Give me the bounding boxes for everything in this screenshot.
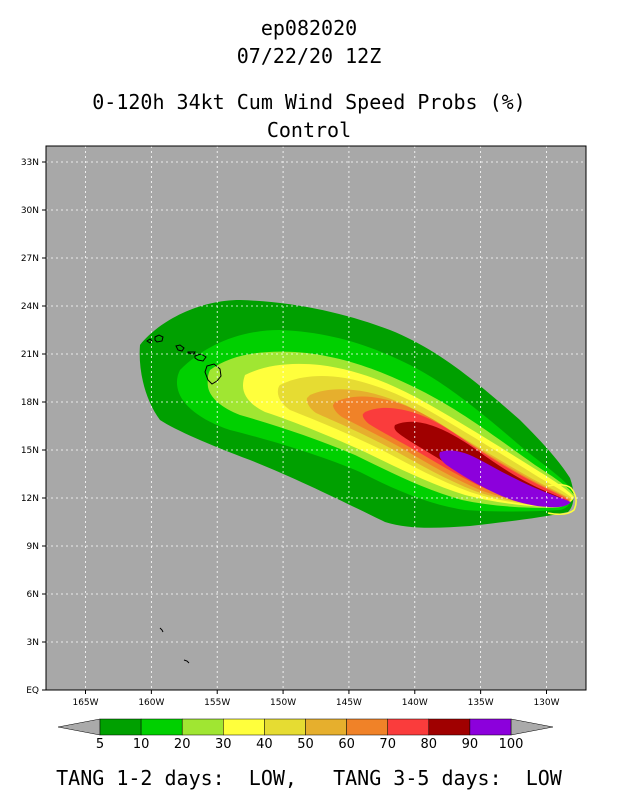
- contour-90-percent: [439, 450, 571, 508]
- colorbar-swatch: [469, 718, 512, 736]
- colorbar-swatch: [387, 718, 430, 736]
- tang-footer: TANG 1-2 days: LOW, TANG 3-5 days: LOW: [56, 766, 562, 790]
- lon-tick-label: 145W: [336, 698, 362, 708]
- map-frame: [45, 145, 587, 691]
- lat-tick-label: 21N: [21, 350, 39, 360]
- lat-tick-label: 9N: [27, 542, 39, 552]
- colorbar-swatch: [99, 718, 142, 736]
- colorbar-label: 50: [297, 737, 314, 752]
- lat-tick-label: 33N: [21, 158, 39, 168]
- colorbar-label: 90: [462, 737, 479, 752]
- colorbar-label: 5: [96, 737, 104, 752]
- colorbar-swatch: [428, 718, 471, 736]
- graticule: [46, 146, 586, 690]
- lon-tick-label: 150W: [270, 698, 296, 708]
- colorbar-swatch: [264, 718, 306, 736]
- lon-tick-label: 155W: [204, 698, 230, 708]
- colorbar-swatch: [181, 718, 224, 736]
- lat-tick-label: 12N: [21, 494, 39, 504]
- colorbar-label: 30: [215, 737, 232, 752]
- lon-tick-label: 140W: [402, 698, 428, 708]
- storm-id-title: ep082020: [260, 16, 358, 40]
- lat-tick-label: EQ: [26, 686, 39, 696]
- colorbar-low-arrow: [57, 718, 101, 736]
- hawaii-kauai: [154, 334, 164, 343]
- lon-tick-label: 160W: [138, 698, 164, 708]
- hawaii-molokai: [187, 351, 196, 355]
- colorbar-label: 10: [133, 737, 150, 752]
- lat-tick-label: 3N: [27, 638, 39, 648]
- lon-tick-label: 165W: [72, 698, 98, 708]
- colorbar-label: 60: [338, 737, 355, 752]
- colorbar-label: 70: [379, 737, 396, 752]
- colorbar-swatch: [140, 718, 183, 736]
- datetime-title: 07/22/20 12Z: [236, 44, 382, 68]
- probability-contours: [139, 300, 577, 664]
- lon-tick-label: 130W: [533, 698, 559, 708]
- colorbar-label: 100: [499, 737, 524, 752]
- lat-tick-label: 24N: [21, 302, 39, 312]
- lat-tick-label: 15N: [21, 446, 39, 456]
- lat-tick-label: 18N: [21, 398, 39, 408]
- run-title: Control: [266, 118, 352, 142]
- hawaii-niihau: [146, 338, 153, 344]
- colorbar-swatch: [223, 718, 265, 736]
- lat-tick-label: 6N: [27, 590, 39, 600]
- colorbar-label: 80: [421, 737, 438, 752]
- colorbar-label: 20: [174, 737, 191, 752]
- colorbar-high-arrow: [510, 718, 554, 736]
- colorbar: 5 10 20 30 40 50 60 70 80 90 100: [57, 718, 554, 752]
- product-title: 0-120h 34kt Cum Wind Speed Probs (%): [92, 90, 526, 114]
- lon-tick-label: 135W: [468, 698, 494, 708]
- lat-tick-label: 30N: [21, 206, 39, 216]
- colorbar-swatch: [305, 718, 347, 736]
- palmyra-island: [183, 659, 190, 664]
- lat-tick-label: 27N: [21, 254, 39, 264]
- colorbar-swatch: [346, 718, 388, 736]
- axis-ticks: EQ 3N 6N 9N 12N 15N 18N 21N 24N 27N 30N 33N 165W 160W…: [21, 158, 560, 708]
- storm-core-outline: [547, 483, 577, 515]
- hawaii-oahu: [175, 344, 185, 352]
- johnston-atoll: [159, 627, 164, 633]
- colorbar-label: 40: [256, 737, 273, 752]
